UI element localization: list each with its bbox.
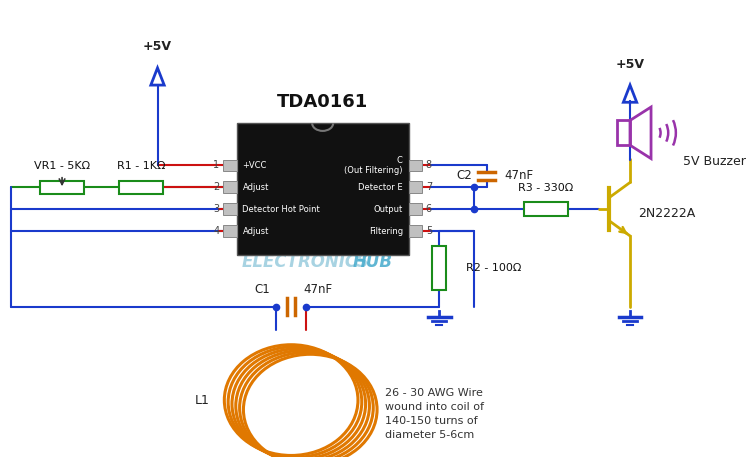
Text: 4: 4 (214, 226, 220, 236)
Text: 47nF: 47nF (303, 283, 332, 296)
Bar (409, 182, 422, 193)
Text: 8: 8 (426, 160, 432, 170)
Bar (433, 247, 445, 290)
Text: C2: C2 (456, 169, 472, 182)
Text: Adjust: Adjust (242, 227, 268, 235)
Bar (409, 160, 422, 171)
Text: 7: 7 (426, 182, 432, 192)
Text: HUB: HUB (352, 253, 392, 271)
Text: 5V Buzzer: 5V Buzzer (682, 155, 746, 168)
Text: 3: 3 (214, 204, 220, 214)
Bar (237, 123, 409, 255)
Bar (409, 226, 422, 237)
Text: 47nF: 47nF (505, 169, 534, 182)
Text: +VCC: +VCC (242, 161, 267, 170)
Text: +5V: +5V (616, 58, 644, 71)
Text: 26 - 30 AWG Wire
wound into coil of
140-150 turns of
diameter 5-6cm: 26 - 30 AWG Wire wound into coil of 140-… (385, 388, 484, 440)
Bar (224, 182, 237, 193)
Bar (40, 181, 84, 194)
Text: Detector Hot Point: Detector Hot Point (242, 205, 320, 214)
Text: 5: 5 (426, 226, 432, 236)
Bar (409, 204, 422, 215)
Text: 2N2222A: 2N2222A (638, 207, 695, 220)
Text: VR1 - 5KΩ: VR1 - 5KΩ (34, 161, 90, 171)
Text: R3 - 330Ω: R3 - 330Ω (518, 183, 574, 193)
Text: 6: 6 (426, 204, 432, 214)
Bar (119, 181, 164, 194)
Bar (224, 204, 237, 215)
Text: L1: L1 (195, 394, 210, 407)
Bar (224, 160, 237, 171)
Text: C1: C1 (255, 283, 271, 296)
Bar (524, 203, 568, 216)
Text: C
(Out Filtering): C (Out Filtering) (344, 155, 403, 175)
Text: ELECTRONICS: ELECTRONICS (242, 253, 369, 271)
Bar (616, 120, 630, 145)
Text: +5V: +5V (143, 40, 172, 53)
Text: Filtering: Filtering (369, 227, 403, 235)
Bar (224, 226, 237, 237)
Text: Detector E: Detector E (358, 183, 403, 192)
Text: R1 - 1KΩ: R1 - 1KΩ (117, 161, 166, 171)
Text: TDA0161: TDA0161 (277, 93, 368, 111)
Text: Adjust: Adjust (242, 183, 268, 192)
Text: R2 - 100Ω: R2 - 100Ω (466, 263, 521, 273)
Text: Output: Output (374, 205, 403, 214)
Text: 2: 2 (213, 182, 220, 192)
Text: 1: 1 (214, 160, 220, 170)
